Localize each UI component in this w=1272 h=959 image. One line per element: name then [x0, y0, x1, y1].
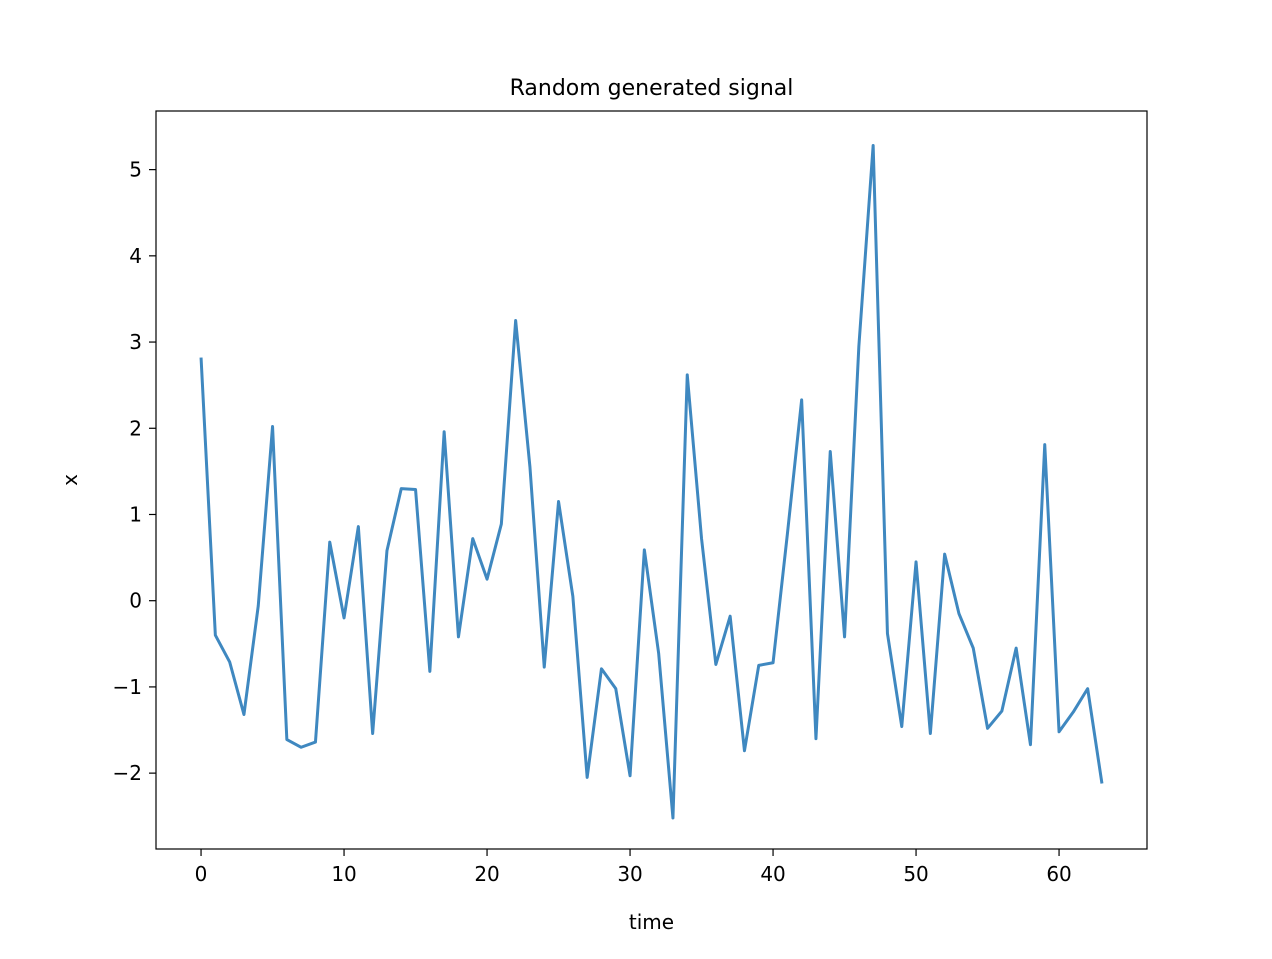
x-tick-label: 10 [331, 862, 356, 886]
x-tick-label: 0 [195, 862, 208, 886]
y-tick-label: 2 [129, 416, 142, 440]
y-tick-label: 3 [129, 330, 142, 354]
x-tick-label: 30 [617, 862, 642, 886]
y-tick-label: −1 [113, 675, 142, 699]
y-tick-label: −2 [113, 761, 142, 785]
x-tick-label: 60 [1046, 862, 1071, 886]
x-tick-label: 40 [760, 862, 785, 886]
y-tick-label: 5 [129, 158, 142, 182]
x-tick-label: 20 [474, 862, 499, 886]
y-tick-label: 1 [129, 502, 142, 526]
y-tick-label: 4 [129, 244, 142, 268]
x-tick-label: 50 [903, 862, 928, 886]
y-axis-label: x [58, 474, 82, 486]
chart-title: Random generated signal [510, 76, 794, 101]
x-axis-label: time [629, 910, 674, 934]
y-tick-label: 0 [129, 589, 142, 613]
